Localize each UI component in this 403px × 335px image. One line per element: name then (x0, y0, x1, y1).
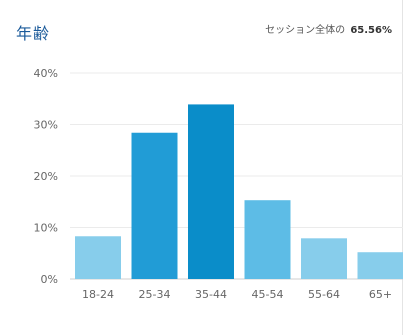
session-share-label: セッション全体の (265, 25, 346, 36)
chart-gridlines (70, 72, 403, 280)
x-tick-label: 45-54 (252, 288, 284, 301)
x-tick-label: 55-64 (308, 288, 340, 301)
y-tick-label: 30% (34, 119, 58, 132)
bar-25-34[interactable] (131, 132, 178, 279)
x-axis-labels: 18-24 25-34 35-44 45-54 55-64 65+ (82, 288, 392, 301)
session-share-value: 65.56% (350, 25, 392, 36)
bar-35-44[interactable] (188, 104, 234, 279)
x-tick-label: 35-44 (195, 288, 227, 301)
x-tick-label: 18-24 (82, 288, 114, 301)
chart-bars (75, 104, 403, 279)
x-tick-label: 25-34 (139, 288, 171, 301)
y-tick-label: 0% (41, 273, 58, 286)
bar-65plus[interactable] (357, 252, 403, 279)
card-title: 年齢 (16, 24, 51, 43)
bar-45-54[interactable] (244, 200, 291, 279)
y-tick-label: 10% (34, 222, 58, 235)
x-tick-label: 65+ (369, 288, 392, 301)
bar-55-64[interactable] (301, 238, 347, 279)
y-tick-label: 40% (34, 67, 58, 80)
y-tick-label: 20% (34, 170, 58, 183)
session-share-summary: セッション全体の 65.56% (265, 21, 392, 36)
y-axis-labels: 0% 10% 20% 30% 40% (34, 67, 58, 286)
bar-18-24[interactable] (75, 236, 121, 279)
